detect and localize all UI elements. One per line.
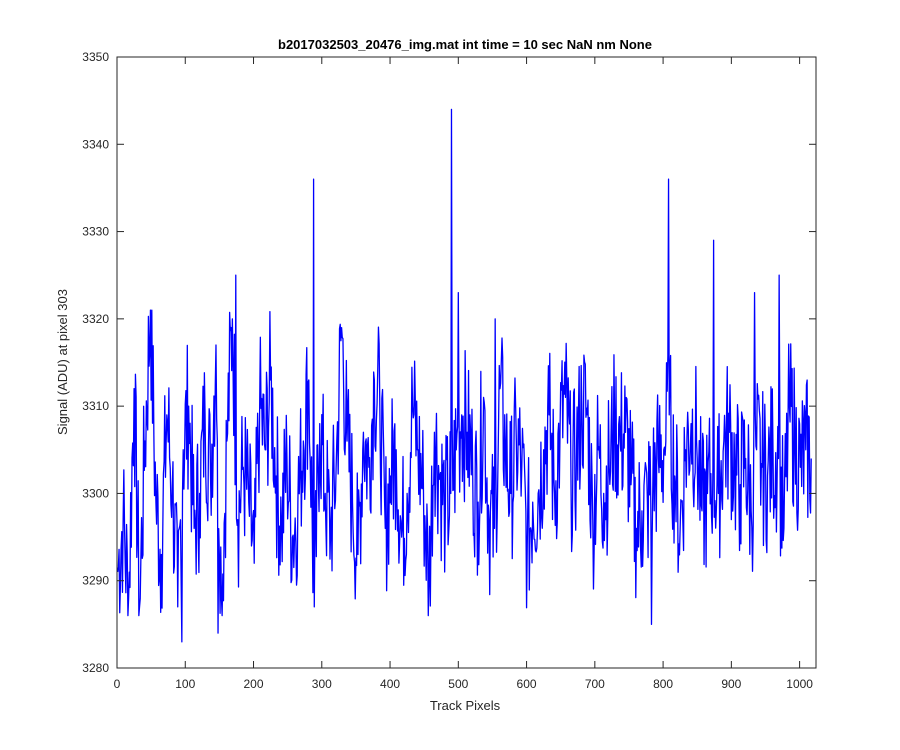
x-tick-label: 0 [114,677,121,691]
series-line [117,108,812,643]
x-tick-label: 1000 [786,677,813,691]
y-tick-label: 3290 [82,574,109,588]
y-tick-label: 3330 [82,225,109,239]
x-tick-label: 900 [721,677,741,691]
chart-title: b2017032503_20476_img.mat int time = 10 … [278,37,652,52]
y-axis-label: Signal (ADU) at pixel 303 [55,289,70,435]
x-tick-label: 100 [175,677,195,691]
y-tick-label: 3300 [82,486,109,500]
x-tick-label: 300 [312,677,332,691]
x-tick-label: 800 [653,677,673,691]
y-tick-label: 3320 [82,312,109,326]
axes-box [116,56,817,669]
x-axis-label: Track Pixels [430,698,501,713]
y-tick-label: 3340 [82,137,109,151]
x-tick-label: 400 [380,677,400,691]
x-tick-label: 600 [517,677,537,691]
y-tick-label: 3350 [82,50,109,64]
x-tick-label: 700 [585,677,605,691]
x-tick-label: 500 [448,677,468,691]
y-tick-label: 3280 [82,661,109,675]
plot-area [117,57,816,668]
y-tick-label: 3310 [82,399,109,413]
x-tick-label: 200 [244,677,264,691]
